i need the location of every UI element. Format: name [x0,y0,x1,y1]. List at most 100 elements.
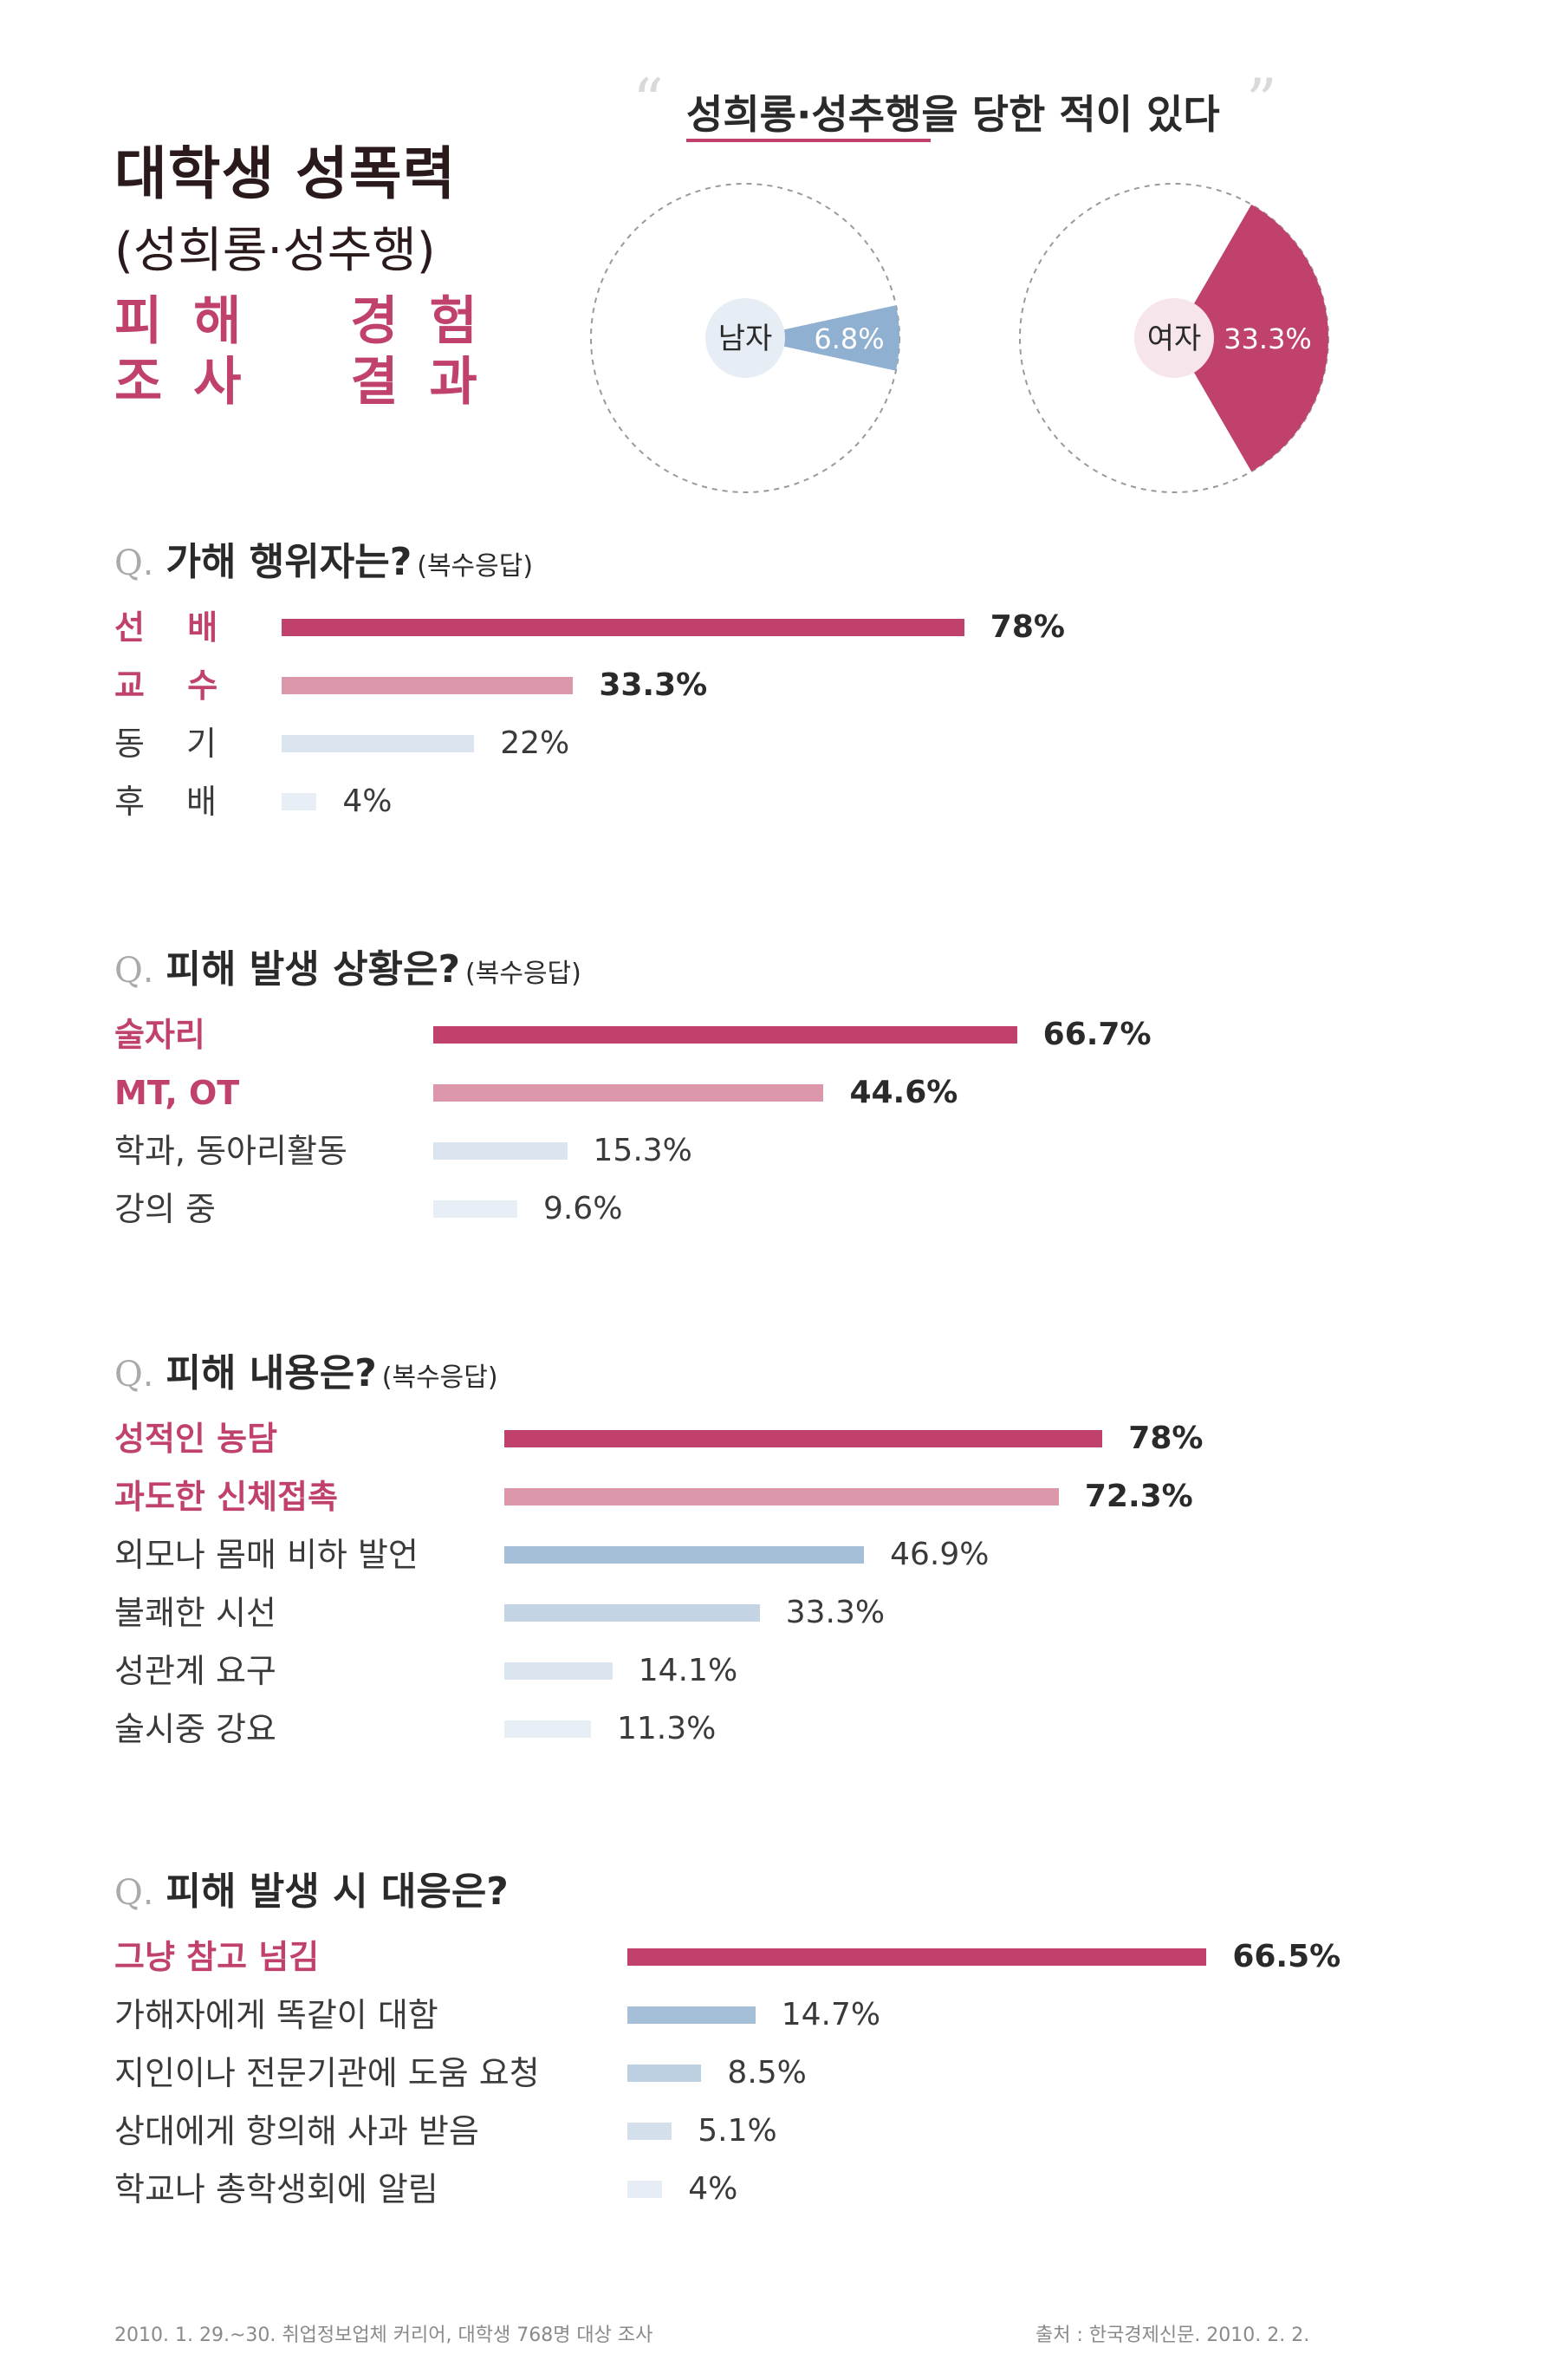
title-subtitle: (성희롱·성추행) [114,223,436,279]
bar-label: 술자리 [114,1016,205,1054]
bar-value-label: 44.6% [849,1075,958,1110]
bar-row: 외모나 몸매 비하 발언 46.9% [114,1536,1414,1574]
bar [433,1084,824,1102]
bar-row: 술시중 강요 11.3% [114,1710,1414,1748]
bar-label: 가해자에게 똑같이 대함 [114,1996,438,2034]
q-icon: Q [114,543,143,583]
bar [504,1430,1103,1447]
question-note: (복수응답) [417,551,534,582]
bar-value-label: 4% [688,2171,738,2207]
chart-situation: Q. 피해 발생 상황은? (복수응답) 술자리 66.7% MT, OT 44.6% 학과,… [114,938,1152,1228]
q-dot: . [142,1873,154,1913]
open-quote-icon: “ [633,66,664,137]
bar [627,1948,1207,1966]
bar-label: 성관계 요구 [114,1652,276,1690]
bar-value-label: 72.3% [1084,1479,1193,1514]
pie-male: 남자 6.8% [590,183,900,493]
bar [282,793,317,810]
bar-value-label: 66.5% [1232,1939,1341,1974]
bar [433,1142,568,1160]
bar-row: 교 수 33.3% [114,667,1414,705]
bar-label: 학교나 총학생회에 알림 [114,2170,438,2208]
bar-value-label: 78% [990,609,1065,645]
bar [627,2181,663,2198]
question-title: Q. 피해 발생 시 대응은? [114,1860,509,1914]
bar-row: 그냥 참고 넘김 66.5% [114,1938,1414,1976]
bar-value-label: 14.7% [781,1997,881,2032]
bar [627,2123,672,2140]
bar-label: 상대에게 항의해 사과 받음 [114,2112,479,2150]
bar-label: 술시중 강요 [114,1710,276,1748]
bar [504,1604,760,1622]
bar-label: 교 수 [114,667,234,705]
chart-content: Q. 피해 내용은? (복수응답) 성적인 농담 78% 과도한 신체접촉 72.3% 외모나… [114,1342,1203,1748]
bar-row: 지인이나 전문기관에 도움 요청 8.5% [114,2054,1414,2092]
bar-row: 상대에게 항의해 사과 받음 5.1% [114,2112,1414,2150]
q-icon: Q [114,1355,143,1395]
bar-value-label: 4% [342,784,393,819]
question-text: 피해 발생 시 대응은? [166,1870,509,1914]
q-icon: Q [114,1873,143,1913]
footer-source: 출처 : 한국경제신문. 2010. 2. 2. [1035,2325,1310,2346]
bar-label: 지인이나 전문기관에 도움 요청 [114,2054,540,2092]
title-main: 대학생 성폭력 [114,140,457,207]
bar [504,1720,591,1738]
question-note: (복수응답) [381,1362,498,1393]
pie-badge-male [705,298,785,378]
bar-row: 학교나 총학생회에 알림 4% [114,2170,1414,2208]
bar-row: 성관계 요구 14.1% [114,1652,1414,1690]
bar-row: MT, OT 44.6% [114,1074,1414,1112]
question-text: 피해 내용은? [166,1351,377,1395]
title-red-line-1: 피해 경험 [114,293,509,350]
bar-value-label: 5.1% [698,2113,777,2149]
close-quote-icon: ” [1246,66,1277,137]
bar-label: 선 배 [114,608,234,647]
bar [627,2006,756,2024]
bar-label: 성적인 농담 [114,1420,278,1458]
bar-value-label: 33.3% [599,667,708,703]
bar-label: 과도한 신체접촉 [114,1478,338,1516]
pie-female: 여자 33.3% [1019,183,1329,493]
pie-value-female: 33.3% [1224,322,1312,355]
bar [504,1662,613,1680]
bar-value-label: 78% [1128,1421,1204,1456]
bar [504,1546,865,1564]
pie-outline [590,183,900,493]
title-word: 경험 [350,291,509,352]
bar-row: 술자리 66.7% [114,1016,1414,1054]
title-block: 대학생 성폭력 (성희롱·성추행) 피해 경험 조사 결과 [114,140,509,413]
bar-row: 불쾌한 시선 33.3% [114,1594,1414,1632]
bar-row: 후 배 4% [114,783,1414,821]
bar-label: 후 배 [114,783,232,821]
footer-survey-note: 2010. 1. 29.~30. 취업정보업체 커리어, 대학생 768명 대상… [114,2325,653,2346]
bar-row: 성적인 농담 78% [114,1420,1414,1458]
bar [282,619,964,636]
title-word: 피해 [114,291,273,352]
question-text: 가해 행위자는? [166,540,412,584]
q-dot: . [142,1355,154,1395]
bar-label: 그냥 참고 넘김 [114,1938,320,1976]
bar-value-label: 46.9% [890,1537,990,1572]
bar-value-label: 9.6% [542,1191,623,1226]
pie-charts: 남자 6.8% 여자 33.3% [590,183,1329,493]
pie-slice-female [1174,204,1328,472]
pie-name-male: 남자 [718,322,773,356]
bar [282,677,574,694]
q-icon: Q [114,951,143,991]
bar-value-label: 8.5% [727,2055,807,2091]
bar [627,2065,702,2082]
title-word: 조사 [114,352,273,413]
quote-header: “ 성희롱·성추행을 당한 적이 있다 ” [624,66,1317,146]
bar [504,1488,1059,1505]
title-word: 결과 [350,352,509,413]
bar [433,1200,517,1218]
bar-label: 불쾌한 시선 [114,1594,276,1632]
bar-value-label: 15.3% [593,1133,692,1168]
pie-value-male: 6.8% [814,322,884,355]
bar-label: MT, OT [114,1074,240,1112]
bar-value-label: 33.3% [785,1595,886,1630]
chart-response: Q. 피해 발생 시 대응은? 그냥 참고 넘김 66.5% 가해자에게 똑같이 대함 1… [114,1860,1341,2208]
question-title: Q. 피해 내용은? (복수응답) [114,1342,498,1395]
pie-name-female: 여자 [1147,322,1202,356]
bar [282,735,475,752]
